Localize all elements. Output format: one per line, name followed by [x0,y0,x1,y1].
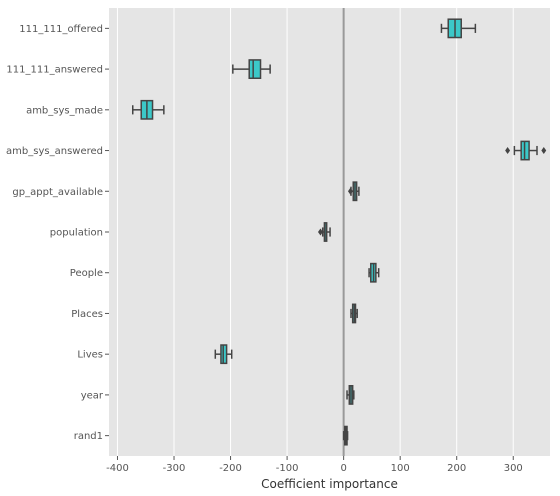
outlier-point [541,147,547,155]
y-tick-label: rand1 [74,431,103,442]
x-tick-label: 100 [391,463,410,474]
x-tick-label: -300 [163,463,186,474]
box-amb-sys-made [131,99,165,120]
box-iqr [248,59,262,80]
x-tick-label: -200 [219,463,242,474]
y-tick-label: amb_sys_made [26,105,103,116]
grid-lines [116,8,514,456]
box-111-111-answered [232,59,271,80]
x-tick-label: -100 [276,463,299,474]
box-series [131,18,547,446]
y-tick-label: year [81,390,104,401]
box-lives [214,344,233,365]
box-111-111-offered [440,18,477,39]
outlier-point [347,187,353,195]
y-tick-label: Places [71,309,103,320]
y-tick-label: 111_111_offered [19,24,103,35]
y-axis-ticks: 111_111_offered 111_111_answered amb_sys_m… [6,24,109,442]
box-places [350,303,358,324]
y-tick-label: amb_sys_answered [6,146,103,157]
outlier-point [505,147,511,155]
y-tick-label: People [70,268,103,279]
box-gp-appt-available [347,181,360,202]
box-amb-sys-answered [505,140,547,161]
outlier-point [318,228,323,236]
y-tick-label: population [50,228,103,239]
box-people [368,262,380,283]
x-axis-ticks: -400 -300 -200 -100 0 100 200 300 [106,456,523,474]
box-population [318,222,331,242]
box-year [346,384,355,405]
x-axis-title: Coefficient importance [261,477,398,491]
x-tick-label: 0 [340,463,346,474]
x-tick-label: 300 [504,463,523,474]
x-tick-label: 200 [447,463,466,474]
box-rand1 [342,425,349,446]
y-tick-label: 111_111_answered [6,65,103,76]
y-tick-label: Lives [77,350,103,361]
y-tick-label: gp_appt_available [12,187,103,198]
x-tick-label: -400 [106,463,129,474]
